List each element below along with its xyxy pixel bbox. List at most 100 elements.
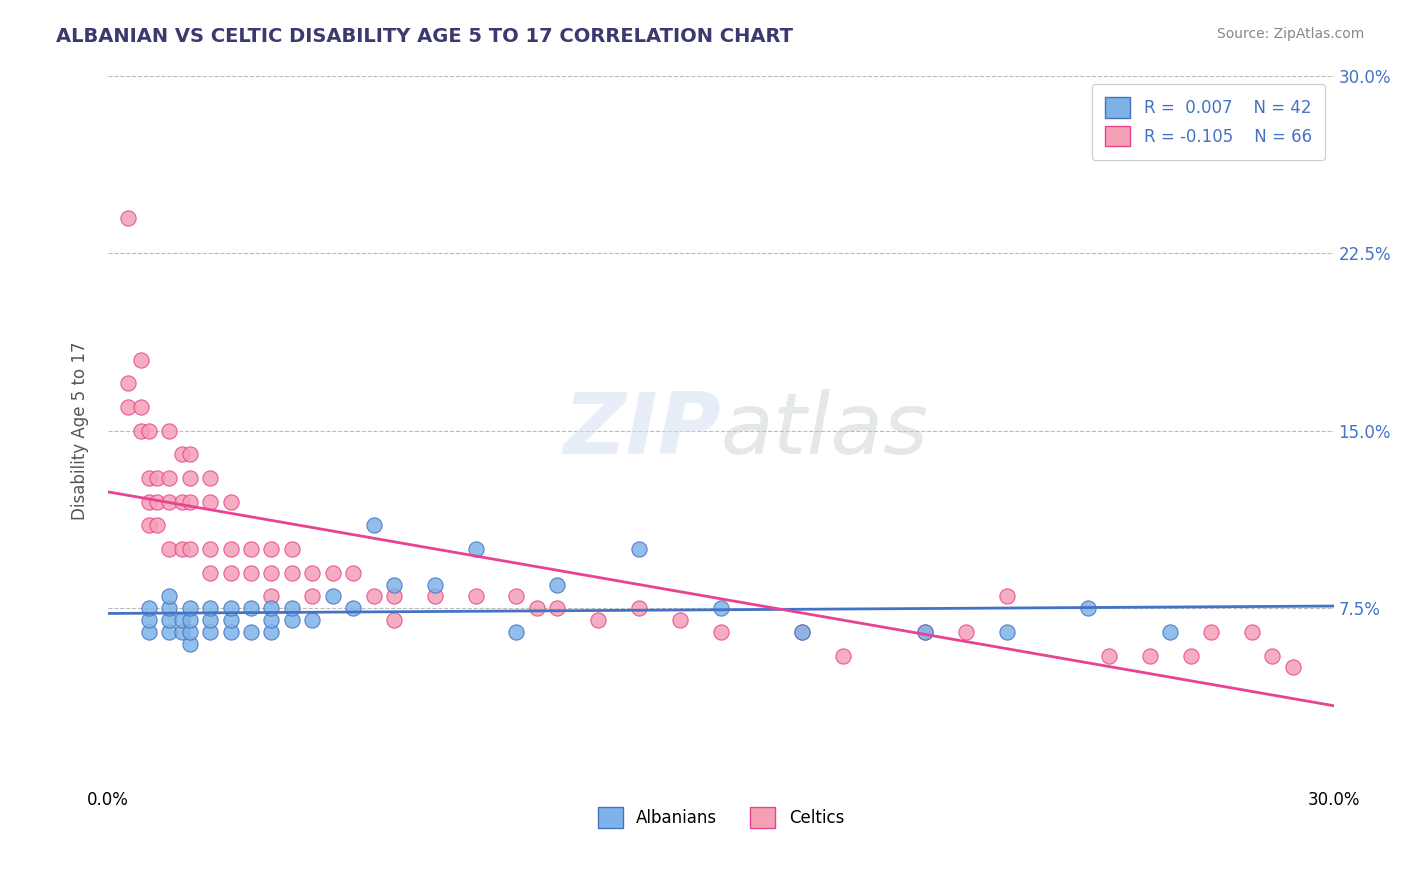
Point xyxy=(138,424,160,438)
Point xyxy=(281,601,304,615)
Point xyxy=(129,424,152,438)
Point xyxy=(157,613,180,627)
Point xyxy=(179,624,201,639)
Point xyxy=(219,601,242,615)
Point xyxy=(219,494,242,508)
Point xyxy=(146,471,169,485)
Point xyxy=(423,577,446,591)
Text: atlas: atlas xyxy=(721,389,929,472)
Point xyxy=(157,424,180,438)
Point xyxy=(710,624,733,639)
Point xyxy=(239,566,262,580)
Point xyxy=(260,542,283,557)
Point xyxy=(129,352,152,367)
Point xyxy=(157,590,180,604)
Point xyxy=(301,590,323,604)
Point xyxy=(260,601,283,615)
Point xyxy=(1098,648,1121,663)
Point xyxy=(138,518,160,533)
Point xyxy=(792,624,814,639)
Point xyxy=(914,624,936,639)
Point xyxy=(138,624,160,639)
Point xyxy=(157,494,180,508)
Point xyxy=(955,624,977,639)
Point xyxy=(146,494,169,508)
Point xyxy=(363,518,385,533)
Point xyxy=(179,613,201,627)
Point xyxy=(301,566,323,580)
Point xyxy=(1240,624,1263,639)
Point xyxy=(1261,648,1284,663)
Point xyxy=(219,613,242,627)
Point xyxy=(179,542,201,557)
Point xyxy=(628,542,651,557)
Point xyxy=(198,471,221,485)
Point xyxy=(179,637,201,651)
Point xyxy=(157,624,180,639)
Point xyxy=(363,590,385,604)
Point xyxy=(117,400,139,414)
Y-axis label: Disability Age 5 to 17: Disability Age 5 to 17 xyxy=(72,342,89,520)
Point xyxy=(138,494,160,508)
Point xyxy=(170,613,193,627)
Point xyxy=(219,542,242,557)
Point xyxy=(382,613,405,627)
Point xyxy=(710,601,733,615)
Point xyxy=(260,613,283,627)
Point xyxy=(281,566,304,580)
Point xyxy=(1199,624,1222,639)
Point xyxy=(1159,624,1181,639)
Point xyxy=(505,624,527,639)
Point xyxy=(179,471,201,485)
Point xyxy=(260,590,283,604)
Point xyxy=(669,613,692,627)
Point xyxy=(423,590,446,604)
Point xyxy=(157,542,180,557)
Point xyxy=(129,400,152,414)
Point xyxy=(546,577,568,591)
Point xyxy=(281,542,304,557)
Text: Source: ZipAtlas.com: Source: ZipAtlas.com xyxy=(1216,27,1364,41)
Text: ALBANIAN VS CELTIC DISABILITY AGE 5 TO 17 CORRELATION CHART: ALBANIAN VS CELTIC DISABILITY AGE 5 TO 1… xyxy=(56,27,793,45)
Point xyxy=(198,624,221,639)
Point xyxy=(146,518,169,533)
Point xyxy=(281,613,304,627)
Point xyxy=(322,590,344,604)
Point xyxy=(464,542,486,557)
Point xyxy=(117,376,139,391)
Point xyxy=(832,648,855,663)
Point xyxy=(198,494,221,508)
Point xyxy=(198,542,221,557)
Text: ZIP: ZIP xyxy=(564,389,721,472)
Point xyxy=(260,566,283,580)
Point xyxy=(628,601,651,615)
Point xyxy=(170,624,193,639)
Legend: Albanians, Celtics: Albanians, Celtics xyxy=(591,801,851,834)
Point xyxy=(995,590,1018,604)
Point xyxy=(1077,601,1099,615)
Point xyxy=(586,613,609,627)
Point xyxy=(219,624,242,639)
Point xyxy=(1180,648,1202,663)
Point xyxy=(322,566,344,580)
Point xyxy=(260,624,283,639)
Point xyxy=(792,624,814,639)
Point xyxy=(198,601,221,615)
Point xyxy=(239,624,262,639)
Point xyxy=(179,494,201,508)
Point xyxy=(198,566,221,580)
Point xyxy=(170,542,193,557)
Point xyxy=(219,566,242,580)
Point xyxy=(995,624,1018,639)
Point xyxy=(464,590,486,604)
Point xyxy=(914,624,936,639)
Point xyxy=(342,566,364,580)
Point xyxy=(170,447,193,461)
Point xyxy=(382,577,405,591)
Point xyxy=(239,601,262,615)
Point xyxy=(138,601,160,615)
Point xyxy=(546,601,568,615)
Point xyxy=(505,590,527,604)
Point xyxy=(301,613,323,627)
Point xyxy=(1139,648,1161,663)
